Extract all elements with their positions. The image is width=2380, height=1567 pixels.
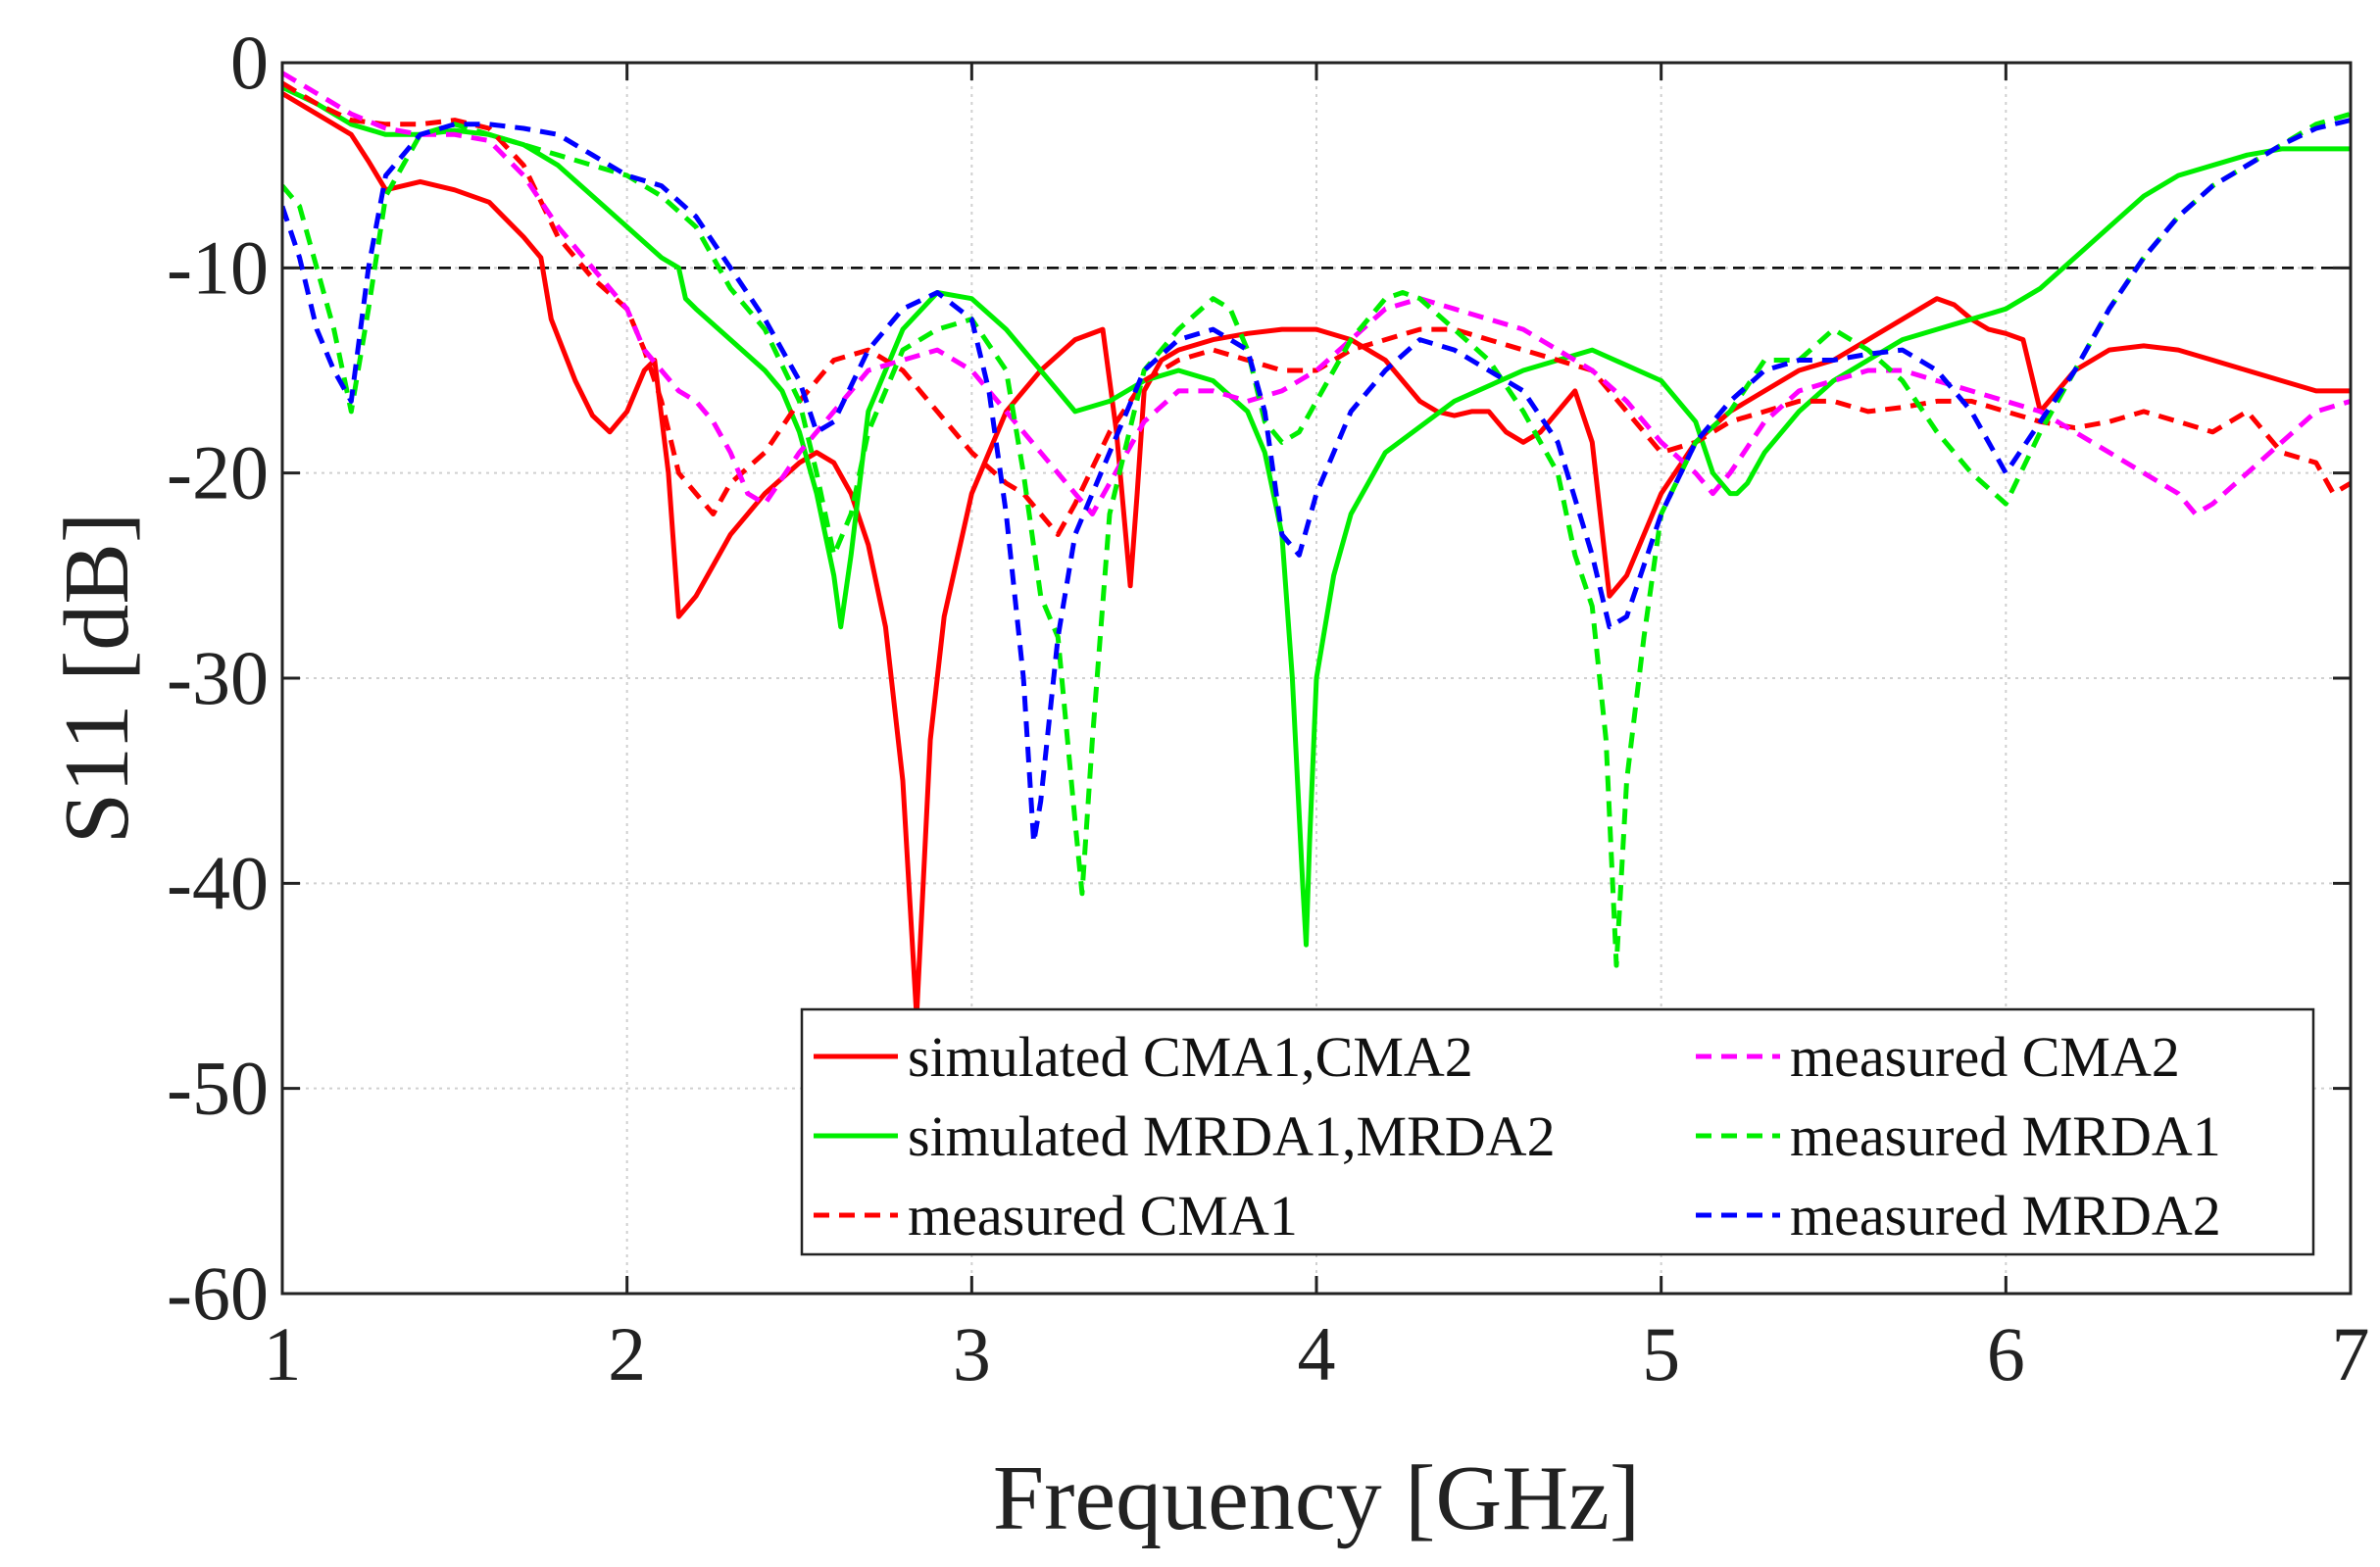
x-tick-label: 1: [264, 1311, 302, 1396]
series-line-2: [282, 84, 2351, 948]
series-line-6: [282, 118, 2351, 845]
x-tick-label: 6: [1987, 1311, 2025, 1396]
legend-label: measured MRDA2: [1790, 1184, 2221, 1248]
series-line-4: [282, 71, 2351, 516]
legend-label: simulated MRDA1,MRDA2: [908, 1104, 1556, 1168]
legend-label: simulated CMA1,CMA2: [908, 1025, 1473, 1089]
x-tick-label: 5: [1642, 1311, 1680, 1396]
series-layer: [282, 71, 2351, 1019]
legend: simulated CMA1,CMA2 measured CMA2 simulate…: [800, 1007, 2315, 1256]
x-tick-label: 3: [953, 1311, 991, 1396]
x-tick-label: 4: [1298, 1311, 1336, 1396]
x-tick-label: 7: [2332, 1311, 2370, 1396]
y-tick-label: -50: [167, 1046, 269, 1131]
y-tick-label: -30: [167, 635, 269, 720]
y-tick-label: -40: [167, 840, 269, 925]
y-tick-label: 0: [230, 20, 269, 105]
legend-label: measured MRDA1: [1790, 1104, 2221, 1168]
y-axis-title: S11 [dB]: [46, 513, 148, 845]
legend-label: measured CMA1: [908, 1184, 1298, 1248]
y-tick-label: -60: [167, 1250, 269, 1336]
legend-label: measured CMA2: [1790, 1025, 2180, 1089]
x-axis-title: Frequency [GHz]: [993, 1447, 1640, 1549]
y-axis: 0 -10 -20 -30 -40 -50 -60: [167, 20, 2351, 1336]
y-tick-label: -10: [167, 224, 269, 310]
x-axis: 1 2 3 4 5 6 7: [264, 63, 2370, 1396]
x-tick-label: 2: [608, 1311, 646, 1396]
series-line-1: [282, 90, 2351, 1019]
legend-box: [800, 1007, 2315, 1256]
y-tick-label: -20: [167, 430, 269, 515]
